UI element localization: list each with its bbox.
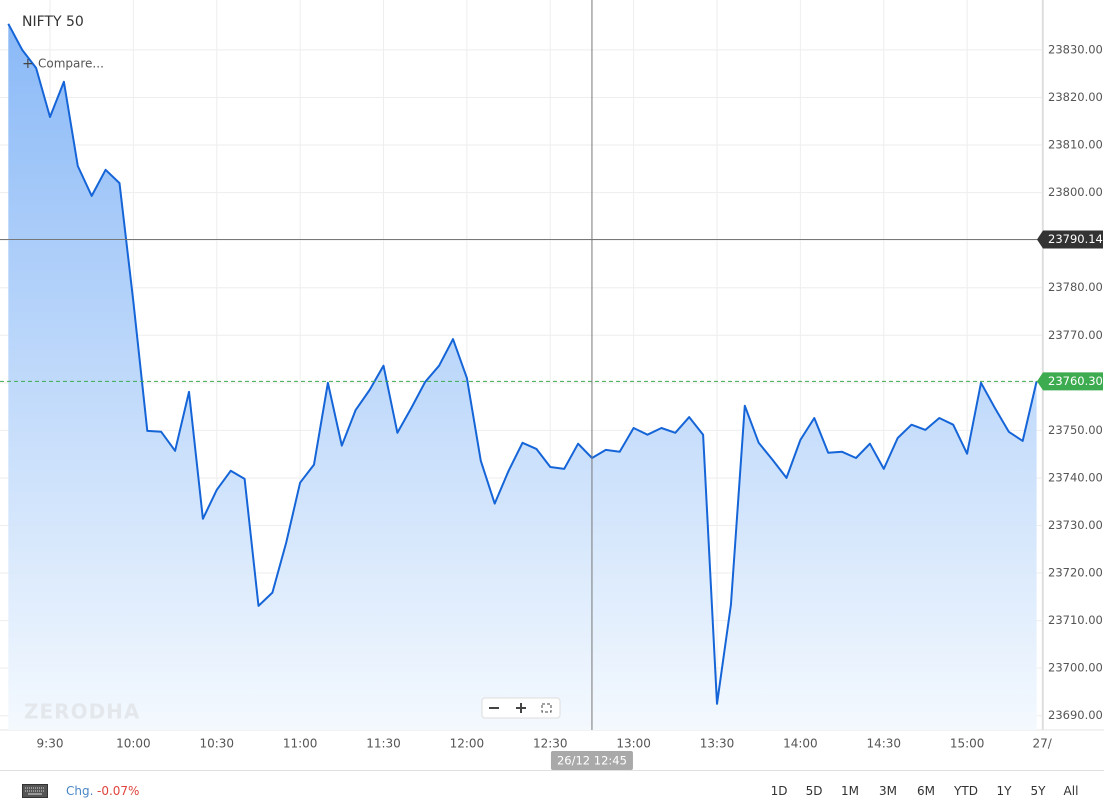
y-tick-label: 23720.00 (1048, 566, 1103, 580)
range-button[interactable]: 1M (841, 784, 859, 798)
x-tick-label: 15:00 (950, 737, 985, 751)
y-tick-label: 23780.00 (1048, 280, 1103, 294)
crosshair-y-badge (1037, 230, 1103, 249)
x-tick-label: 12:30 (533, 737, 568, 751)
x-tick-label: 14:00 (783, 737, 818, 751)
watermark: ZERODHA (24, 700, 140, 724)
y-tick-label: 23730.00 (1048, 518, 1103, 532)
y-tick-label: 23770.00 (1048, 328, 1103, 342)
y-tick-label: 23800.00 (1048, 185, 1103, 199)
y-tick-label: 23710.00 (1048, 613, 1103, 627)
area-fill (8, 23, 1037, 731)
last-price-badge (1037, 372, 1103, 391)
compare-button[interactable]: Compare... (38, 57, 104, 71)
chart-title: NIFTY 50 (22, 14, 84, 30)
range-button[interactable]: 6M (917, 784, 935, 798)
crosshair-x-badge (550, 751, 633, 770)
bottom-bar: Chg. -0.07% 1D 5D 1M 3M 6M YTD 1Y 5Y All (0, 770, 1104, 811)
y-tick-label: 23700.00 (1048, 661, 1103, 675)
x-tick-label: 12:00 (450, 737, 485, 751)
last-price-label: 23760.30 (1048, 374, 1103, 388)
x-tick-label: 13:30 (700, 737, 735, 751)
y-tick-label: 23830.00 (1048, 42, 1103, 56)
x-tick-label: 27/ (1033, 737, 1053, 751)
y-tick-label: 23740.00 (1048, 470, 1103, 484)
y-tick-label: 23690.00 (1048, 708, 1103, 722)
compare-icon[interactable]: + (22, 56, 34, 72)
x-tick-label: 14:30 (866, 737, 901, 751)
x-tick-label: 11:30 (366, 737, 401, 751)
range-button[interactable]: 5D (805, 784, 823, 798)
x-tick-label: 10:00 (116, 737, 151, 751)
crosshair-y-label: 23790.14 (1048, 232, 1103, 246)
zoom-controls (481, 697, 561, 719)
crosshair-x-label: 26/12 12:45 (557, 754, 627, 768)
range-button[interactable]: All (1063, 784, 1079, 798)
fullscreen[interactable] (541, 703, 552, 713)
y-tick-label: 23820.00 (1048, 90, 1103, 104)
x-tick-label: 11:00 (283, 737, 318, 751)
price-line (7, 23, 1038, 705)
x-tick-label: 9:30 (37, 737, 64, 751)
range-button[interactable]: 1Y (996, 784, 1012, 798)
range-button[interactable]: 3M (879, 784, 897, 798)
range-button[interactable]: 1D (770, 784, 788, 798)
y-tick-label: 23750.00 (1048, 423, 1103, 437)
x-tick-label: 13:00 (616, 737, 651, 751)
change-label: Chg. (66, 784, 94, 798)
keyboard-icon[interactable] (22, 784, 48, 798)
change-value: -0.07% (97, 784, 140, 798)
x-tick-label: 10:30 (199, 737, 234, 751)
chart: 23690.00 23700.00 23710.00 23720.00 23730.00… (0, 0, 1104, 770)
range-button[interactable]: 5Y (1030, 784, 1046, 798)
range-button[interactable]: YTD (954, 784, 978, 798)
y-tick-label: 23810.00 (1048, 138, 1103, 152)
